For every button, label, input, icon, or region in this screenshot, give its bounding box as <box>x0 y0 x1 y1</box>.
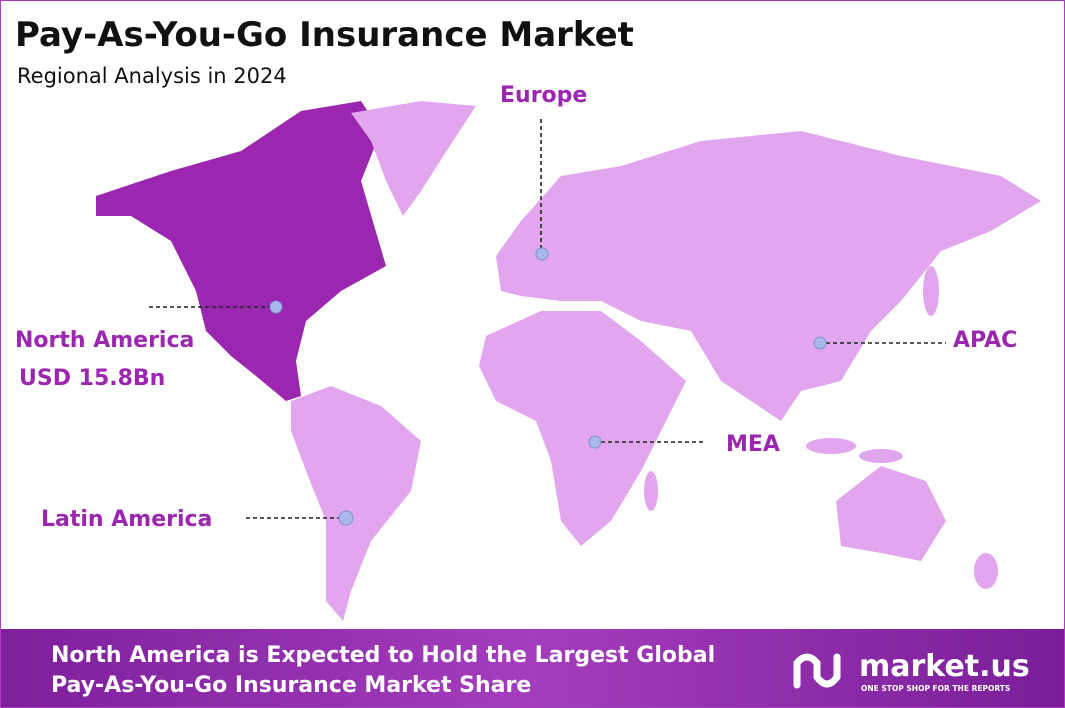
region-label: North America <box>15 328 194 353</box>
region-label: MEA <box>726 432 780 457</box>
island <box>806 438 856 454</box>
region-label: Latin America <box>41 507 212 532</box>
footer-text: North America is Expected to Hold the La… <box>51 643 715 668</box>
world-map <box>96 101 1041 621</box>
north-america <box>96 101 386 401</box>
island <box>859 449 903 463</box>
marker <box>588 435 602 449</box>
greenland <box>351 101 476 216</box>
footer-text: Pay-As-You-Go Insurance Market Share <box>51 673 531 698</box>
marker <box>269 300 283 314</box>
island <box>923 266 939 316</box>
marker <box>813 336 827 350</box>
region-label: APAC <box>953 328 1017 353</box>
region-label: Europe <box>500 83 587 108</box>
australia <box>836 466 946 561</box>
marker <box>535 247 549 261</box>
subtitle: Regional Analysis in 2024 <box>17 64 287 88</box>
logo-name: market.us <box>859 649 1030 684</box>
island <box>974 553 998 589</box>
region-value: USD 15.8Bn <box>19 366 165 391</box>
marker <box>338 510 354 526</box>
africa <box>479 311 686 546</box>
footer-band <box>1 629 1064 707</box>
island <box>644 471 658 511</box>
eurasia <box>496 131 1041 421</box>
logo-icon <box>793 653 841 689</box>
title: Pay-As-You-Go Insurance Market <box>15 15 634 55</box>
logo-tagline: ONE STOP SHOP FOR THE REPORTS <box>861 684 1010 693</box>
south-america <box>291 386 421 621</box>
